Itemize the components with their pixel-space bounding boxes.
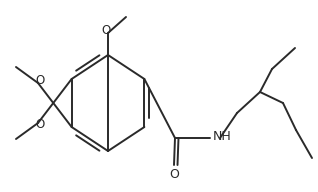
Text: O: O [35,118,45,132]
Text: O: O [169,169,179,181]
Text: O: O [101,25,111,37]
Text: O: O [35,74,45,88]
Text: NH: NH [213,131,232,143]
